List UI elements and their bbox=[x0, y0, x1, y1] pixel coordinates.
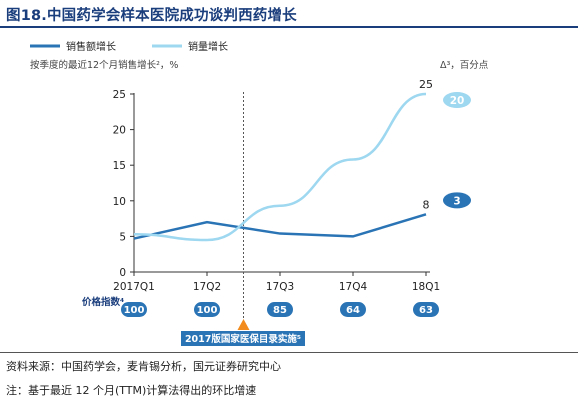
price-index-pill bbox=[194, 302, 220, 317]
x-tick-label: 18Q1 bbox=[412, 281, 440, 293]
event-triangle-icon bbox=[237, 319, 250, 330]
delta-badges: 3 20 bbox=[443, 92, 471, 209]
price-index-value: 100 bbox=[197, 305, 218, 316]
price-index-label: 价格指数⁴ bbox=[82, 296, 124, 308]
end-label-volume: 25 bbox=[419, 78, 433, 91]
price-index-pill bbox=[413, 302, 439, 317]
legend-label-volume: 销量增长 bbox=[188, 40, 228, 53]
price-index-value: 63 bbox=[419, 305, 433, 316]
end-label-sales: 8 bbox=[423, 198, 430, 211]
delta-badge bbox=[443, 92, 471, 108]
event-label: 2017版国家医保目录实施⁵ bbox=[185, 333, 301, 345]
delta-note: Δ³，百分点 bbox=[440, 60, 489, 71]
y-tick-label: 10 bbox=[113, 196, 126, 208]
y-tick-label: 5 bbox=[119, 231, 126, 243]
x-tick-label: 17Q3 bbox=[266, 281, 294, 293]
price-index-value: 85 bbox=[273, 305, 287, 316]
delta-badge-value: 20 bbox=[450, 95, 465, 107]
event-label-box bbox=[181, 331, 305, 346]
x-tick-label: 17Q2 bbox=[193, 281, 221, 293]
y-tick-label: 0 bbox=[119, 267, 126, 279]
delta-badge bbox=[443, 192, 471, 209]
price-index-pill bbox=[340, 302, 366, 317]
y-tick-label: 15 bbox=[113, 160, 126, 172]
title-rule bbox=[0, 26, 578, 28]
x-tick-label: 2017Q1 bbox=[113, 281, 155, 293]
series-line-volume bbox=[133, 92, 427, 242]
price-index-row: 100 100 85 64 63 bbox=[121, 302, 439, 317]
legend: 销售额增长 销量增长 bbox=[30, 40, 228, 53]
x-tick-label: 17Q4 bbox=[339, 281, 368, 293]
delta-badge-value: 3 bbox=[453, 195, 460, 207]
x-ticks: 2017Q1 17Q2 17Q3 17Q4 18Q1 bbox=[113, 272, 440, 293]
price-index-value: 100 bbox=[124, 305, 145, 316]
price-index-pill bbox=[121, 302, 147, 317]
y-tick-label: 25 bbox=[113, 89, 126, 101]
end-labels: 8 25 bbox=[419, 78, 433, 211]
y-tick-label: 20 bbox=[113, 125, 126, 137]
series-line-sales bbox=[133, 213, 427, 240]
legend-label-sales: 销售额增长 bbox=[66, 40, 116, 53]
chart-subtitle: 按季度的最近12个月销售增长²，% bbox=[30, 59, 178, 71]
price-index-pill bbox=[267, 302, 293, 317]
y-ticks: 0 5 10 15 20 25 bbox=[113, 89, 134, 279]
footer-rule bbox=[0, 352, 578, 353]
series-group bbox=[133, 92, 427, 242]
price-index-value: 64 bbox=[346, 305, 360, 316]
figure-title: 图18.中国药学会样本医院成功谈判西药增长 bbox=[6, 8, 297, 24]
growth-chart: 销售额增长 销量增长 按季度的最近12个月销售增长²，% Δ³，百分点 0 5 10… bbox=[30, 40, 489, 346]
source-text: 资料来源：中国药学会，麦肯锡分析，国元证券研究中心 bbox=[6, 360, 281, 373]
note-text: 注：基于最近 12 个月(TTM)计算法得出的环比增速 bbox=[6, 384, 257, 397]
